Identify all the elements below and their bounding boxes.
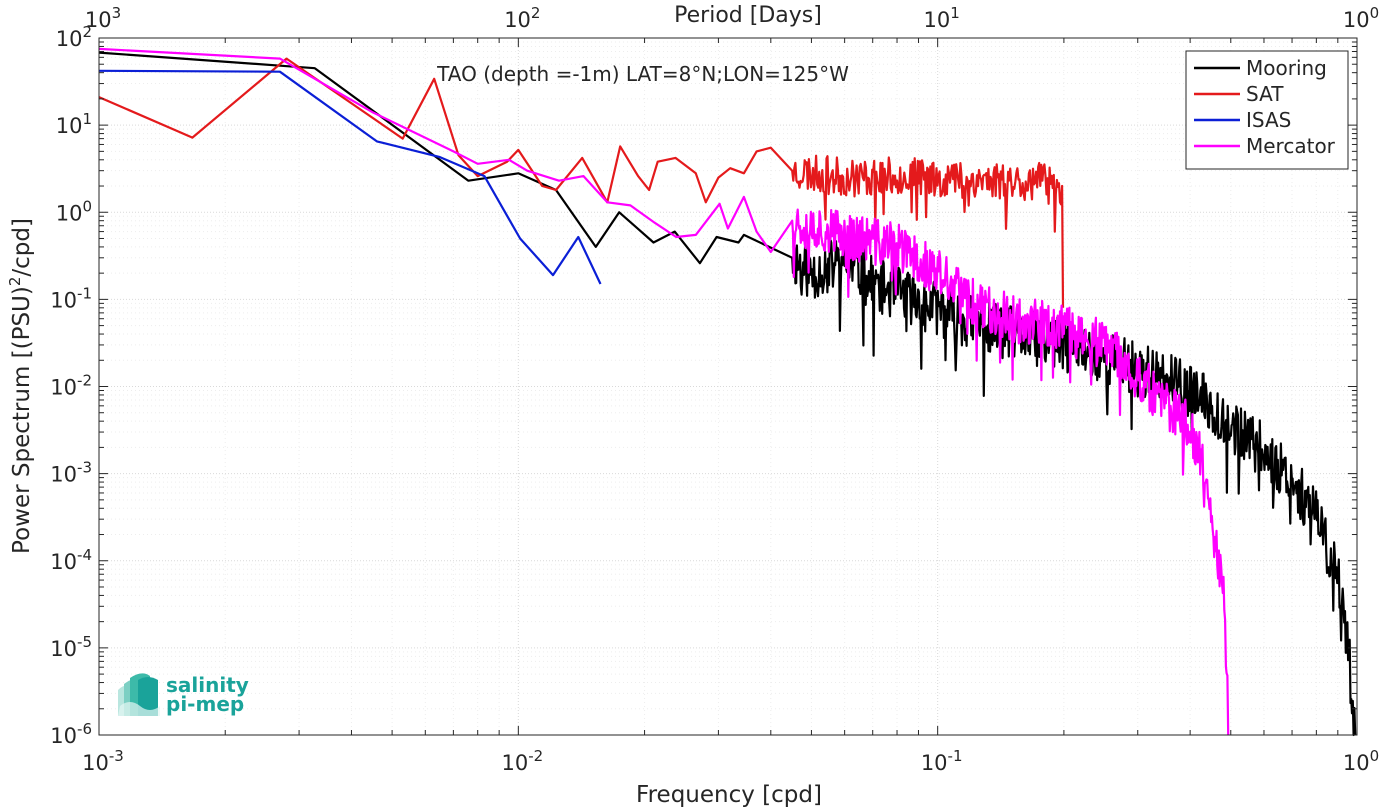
top-tick-label-base: 10	[1343, 8, 1370, 32]
legend-box	[1185, 50, 1349, 170]
y-axis-label-main: Power Spectrum [(PSU)	[9, 286, 35, 554]
y-axis-label-sup: 2	[6, 277, 24, 287]
top-tick-label-base: 10	[85, 8, 112, 32]
top-tick-labels: 103 102 101 100	[85, 4, 1379, 32]
top-tick-label: 103	[85, 4, 121, 32]
x-tick-label: 100	[1343, 747, 1379, 775]
y-tick-label-exp: -3	[77, 459, 92, 477]
x-tick-label: 10-1	[921, 747, 963, 775]
y-tick-label-base: 10	[50, 376, 77, 400]
y-tick-label-base: 10	[56, 114, 83, 138]
y-tick-label: 10-2	[50, 372, 92, 400]
series-line-isas	[98, 69, 602, 285]
y-tick-label: 10-1	[50, 284, 92, 312]
legend-label-isas: ISAS	[1246, 108, 1291, 132]
x-tick-label-base: 10	[1343, 751, 1370, 775]
y-axis-label-tail: /cpd]	[9, 218, 35, 277]
x-axis-label: Frequency [cpd]	[636, 782, 822, 808]
x-tick-label-exp: 0	[1370, 747, 1380, 765]
tick-marks	[98, 38, 1357, 736]
x-tick-label: 10-3	[82, 747, 124, 775]
y-tick-label-exp: -6	[77, 720, 92, 738]
minor-grid	[99, 38, 1357, 735]
x-tick-label-base: 10	[501, 751, 528, 775]
x-tick-label-base: 10	[82, 751, 109, 775]
y-tick-label-exp: 0	[82, 197, 92, 215]
y-tick-label-exp: -1	[77, 284, 92, 302]
y-tick-label: 10-5	[50, 633, 92, 661]
y-tick-label-base: 10	[56, 201, 83, 225]
y-tick-label: 10-3	[50, 459, 92, 487]
top-axis-label: Period [Days]	[674, 3, 822, 28]
x-tick-label-exp: -2	[528, 747, 543, 765]
logo-line2: pi-mep	[166, 692, 244, 716]
y-tick-label-base: 10	[50, 288, 77, 312]
chart-title: TAO (depth =-1m) LAT=8°N;LON=125°W	[436, 62, 849, 86]
top-tick-label-base: 10	[924, 8, 951, 32]
y-tick-label-base: 10	[50, 724, 77, 748]
x-tick-labels: 10-3 10-2 10-1 100	[82, 747, 1379, 775]
top-tick-label: 102	[504, 4, 540, 32]
y-tick-label: 100	[56, 197, 92, 225]
y-axis-label: Power Spectrum [(PSU)2/cpd]	[6, 218, 35, 554]
salinity-pimep-logo: salinity pi-mep	[118, 673, 249, 716]
y-tick-label-exp: -2	[77, 372, 92, 390]
top-tick-label-base: 10	[504, 8, 531, 32]
y-tick-label: 10-6	[50, 720, 92, 748]
logo-line1: salinity	[166, 673, 249, 697]
y-tick-label-exp: 1	[82, 110, 92, 128]
legend-label-mooring: Mooring	[1246, 56, 1327, 80]
legend-label-sat: SAT	[1246, 82, 1284, 106]
y-tick-label-base: 10	[50, 550, 77, 574]
y-tick-label: 10-4	[50, 546, 92, 574]
series-layer	[98, 47, 1357, 737]
y-tick-label-base: 10	[50, 637, 77, 661]
y-tick-label-exp: 2	[82, 23, 92, 41]
top-tick-label-exp: 1	[950, 4, 960, 22]
x-tick-label-exp: -3	[109, 747, 124, 765]
y-tick-label-exp: -5	[77, 633, 92, 651]
x-tick-label-base: 10	[921, 751, 948, 775]
y-tick-label-exp: -4	[77, 546, 92, 564]
top-tick-label: 100	[1343, 4, 1379, 32]
legend-label-mercator: Mercator	[1246, 134, 1336, 158]
logo-waves-icon	[118, 673, 160, 716]
y-tick-label-base: 10	[56, 27, 83, 51]
y-tick-label: 102	[56, 23, 92, 51]
top-tick-label-exp: 2	[531, 4, 541, 22]
top-tick-label-exp: 3	[112, 4, 122, 22]
y-tick-label: 101	[56, 110, 92, 138]
y-tick-label-base: 10	[50, 463, 77, 487]
top-tick-label: 101	[924, 4, 960, 32]
x-tick-label-exp: -1	[948, 747, 963, 765]
x-tick-label: 10-2	[501, 747, 543, 775]
major-grid	[99, 38, 1357, 735]
plot-background	[99, 38, 1357, 735]
series-line-sat	[98, 57, 1065, 308]
series-line-mercator	[98, 47, 1230, 736]
top-tick-label-exp: 0	[1370, 4, 1380, 22]
